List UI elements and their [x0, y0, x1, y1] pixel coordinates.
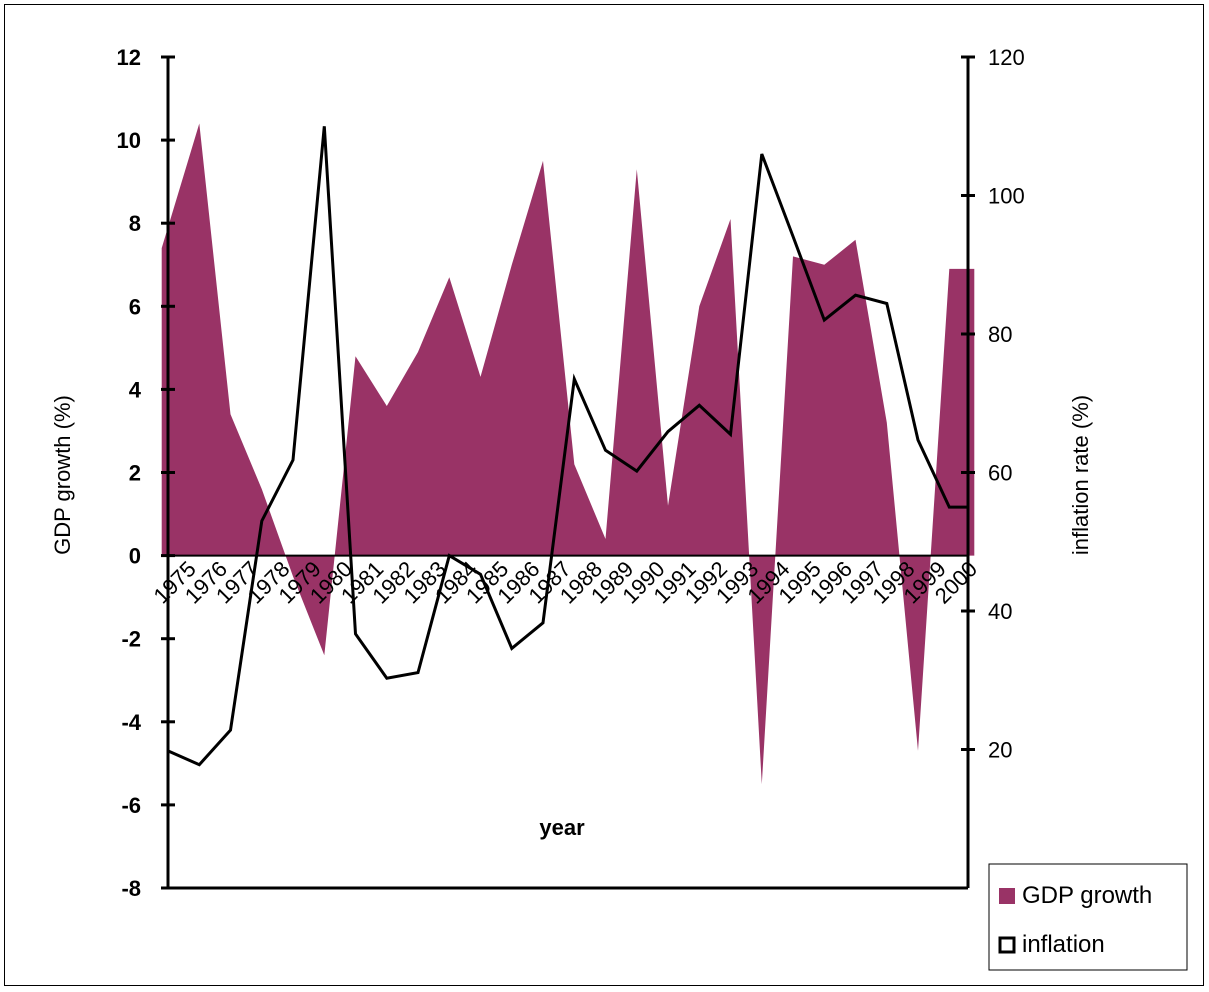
y-right-tick-label: 120: [988, 45, 1025, 70]
y-axis-right-title: inflation rate (%): [1068, 395, 1093, 555]
inflation-line-layer: [167, 126, 968, 767]
y-right-tick-label: 80: [988, 322, 1012, 347]
y-left-tick-label: -8: [121, 876, 141, 901]
y-left-tick-label: 12: [117, 45, 141, 70]
gdp-area-layer: [161, 123, 975, 785]
y-left-tick-label: 0: [129, 544, 141, 569]
y-left-tick-label: 8: [129, 211, 141, 236]
inflation-line: [167, 126, 968, 767]
y-left-tick-label: 2: [129, 461, 141, 486]
gdp-growth-area: [161, 123, 975, 785]
y-left-tick-label: 4: [129, 377, 142, 402]
y-left-tick-label: -2: [121, 627, 141, 652]
legend-swatch-inflation: [998, 936, 1016, 954]
y-axis-left-title: GDP growth (%): [50, 395, 75, 555]
y-left-tick-label: 6: [129, 294, 141, 319]
y-right-tick-label: 20: [988, 738, 1012, 763]
legend-swatch-gdp-growth: [999, 888, 1015, 904]
y-right-tick-label: 60: [988, 461, 1012, 486]
y-left-tick-label: 10: [117, 128, 141, 153]
y-left-tick-label: -4: [121, 710, 141, 735]
legend-box: [988, 863, 1188, 971]
legend-label-gdp-growth: GDP growth: [1022, 882, 1152, 909]
legend: GDP growth inflation: [988, 863, 1188, 971]
y-right-tick-label: 100: [988, 184, 1025, 209]
y-right-tick-label: 40: [988, 599, 1012, 624]
axes-layer: [161, 55, 975, 890]
x-axis-title: year: [539, 815, 585, 840]
y-left-tick-label: -6: [121, 793, 141, 818]
legend-label-inflation: inflation: [1022, 931, 1105, 958]
